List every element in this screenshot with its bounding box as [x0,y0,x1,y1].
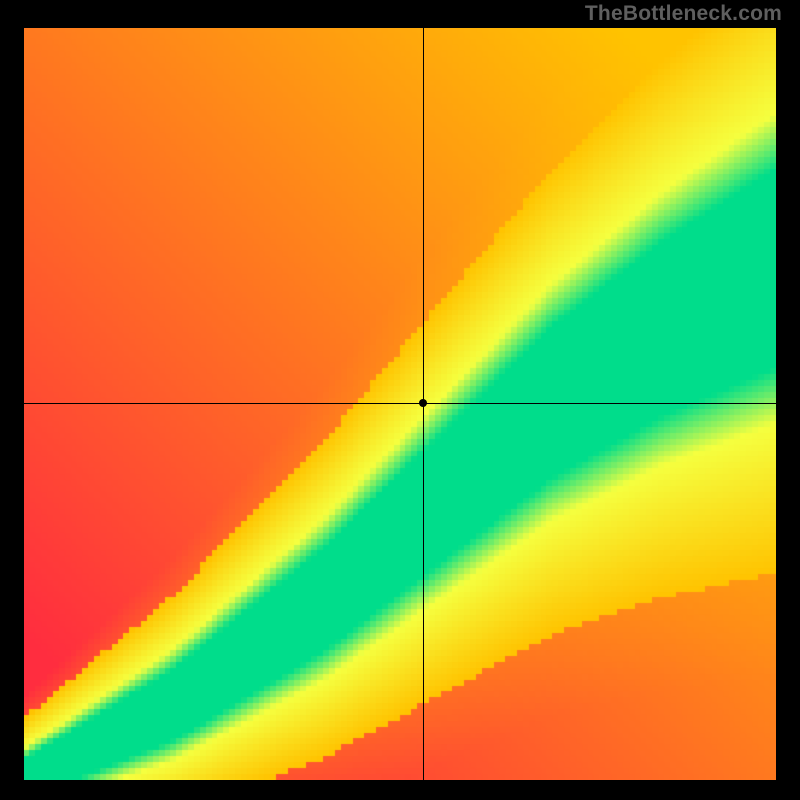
bottleneck-heatmap [24,28,776,780]
watermark-text: TheBottleneck.com [585,2,782,26]
plot-area [24,28,776,780]
frame: TheBottleneck.com [0,0,800,800]
